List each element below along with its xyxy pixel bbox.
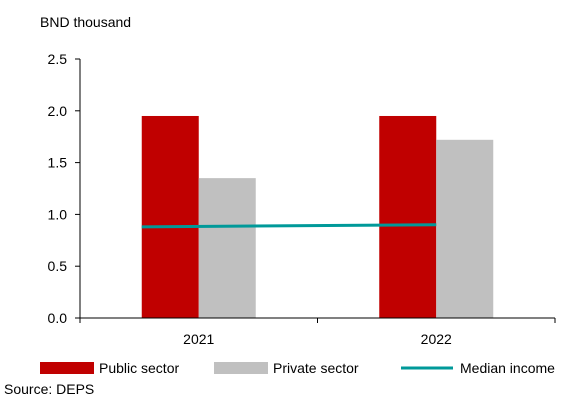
median-income-line [142,225,437,227]
source-note: Source: DEPS [4,381,94,397]
bar-public-sector-2021 [142,116,199,318]
y-tick-label: 2.5 [48,51,68,67]
y-tick-label: 2.0 [48,103,68,119]
legend-label: Median income [460,360,555,376]
legend: Public sector Private sector Median income [40,360,555,376]
bar-private-sector-2022 [436,140,493,318]
x-axis-ticks: 2021 2022 [183,331,452,347]
y-axis-ticks: 0.0 0.5 1.0 1.5 2.0 2.5 [48,51,68,326]
median-line-group [142,225,437,227]
bar-private-sector-2021 [199,178,256,318]
legend-swatch-private-sector [214,362,268,374]
y-unit-label: BND thousand [40,14,131,30]
y-tick-label: 0.5 [48,258,68,274]
y-tick-label: 1.5 [48,155,68,171]
bar-public-sector-2022 [379,116,436,318]
legend-label: Public sector [99,360,179,376]
legend-swatch-public-sector [40,362,94,374]
bars [142,116,494,318]
legend-label: Private sector [273,360,359,376]
y-tick-label: 0.0 [48,310,68,326]
x-tick-label: 2021 [183,331,214,347]
y-tick-label: 1.0 [48,206,68,222]
x-tick-label: 2022 [421,331,452,347]
